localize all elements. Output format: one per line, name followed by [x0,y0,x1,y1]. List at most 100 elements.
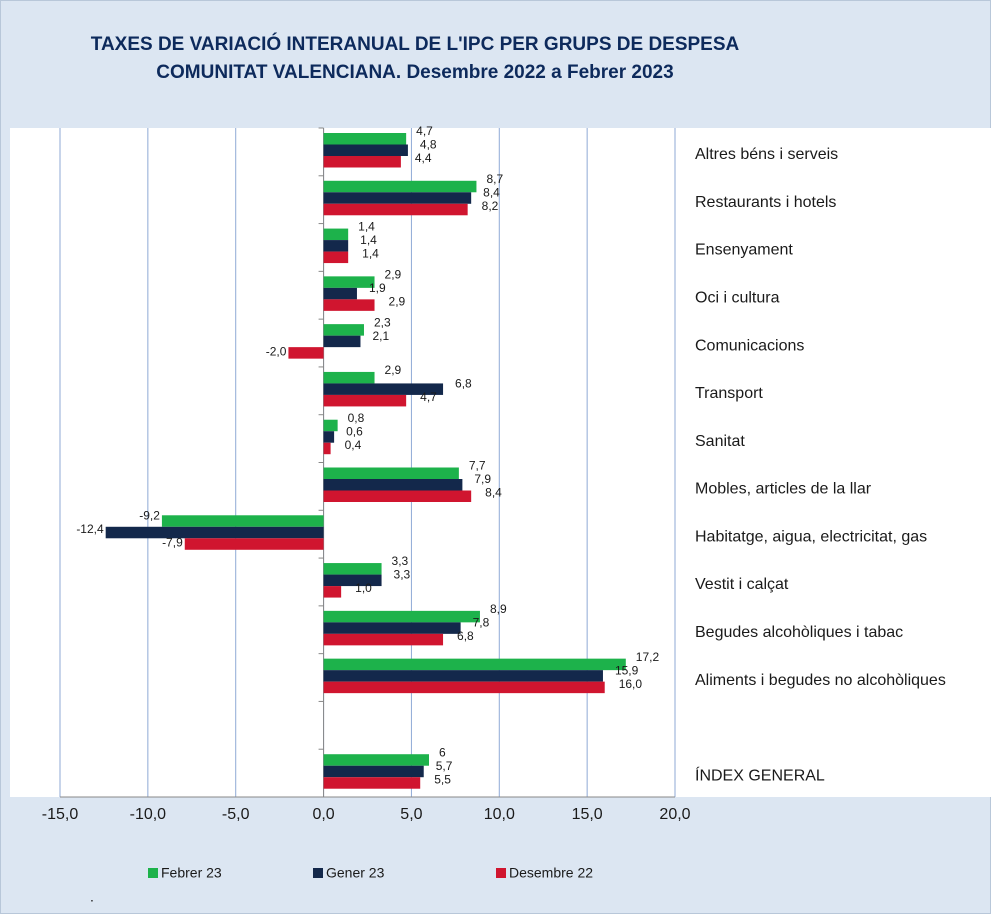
data-label: 17,2 [636,650,660,664]
bar [323,276,375,288]
legend-swatch [496,868,506,878]
data-label: 6 [439,745,446,759]
data-label: 6,8 [457,629,474,643]
bar [323,240,349,252]
data-label: 1,4 [360,233,377,247]
bar [288,347,324,359]
bar [323,633,444,646]
data-label: 4,7 [420,390,437,404]
data-label: 7,7 [469,459,486,473]
bar [323,777,421,789]
category-label: ÍNDEX GENERAL [695,765,825,784]
bar [323,658,626,671]
data-label: 16,0 [619,677,643,691]
data-label: 1,9 [369,281,386,295]
data-label: -9,2 [139,508,160,522]
x-tick-label: -5,0 [222,806,250,823]
bar [323,192,472,204]
x-tick-label: 0,0 [312,806,334,823]
bar [323,156,401,168]
data-label: 4,8 [420,138,437,152]
category-label: Transport [695,385,763,402]
data-label: 3,3 [392,554,409,568]
bar [323,203,468,216]
legend-label: Febrer 23 [161,865,222,881]
chart-subtitle: COMUNITAT VALENCIANA. Desembre 2022 a Fe… [156,62,673,83]
category-label: Comunicacions [695,337,804,354]
plot-area [10,128,991,797]
category-label: Sanitat [695,433,745,450]
bar [323,670,603,682]
bar [323,419,338,432]
data-label: 8,9 [490,602,507,616]
data-label: 2,9 [385,363,402,377]
data-label: 7,8 [473,616,490,630]
data-label: 5,5 [434,772,451,786]
bar [184,538,324,550]
bar [323,467,459,479]
category-label: Begudes alcohòliques i tabac [695,624,903,641]
data-label: 0,4 [345,438,362,452]
bar [161,515,324,527]
x-tick-label: 20,0 [659,806,690,823]
data-label: 0,6 [346,424,363,438]
data-label: 1,0 [355,581,372,595]
bar [323,394,407,407]
legend-label: Gener 23 [326,865,385,881]
data-label: 8,2 [482,199,499,213]
data-label: 5,7 [436,759,453,773]
data-label: -12,4 [76,522,104,536]
data-label: 2,3 [374,315,391,329]
data-label: 1,4 [358,220,375,234]
legend-label: Desembre 22 [509,865,593,881]
category-label: Restaurants i hotels [695,194,836,211]
bar [323,431,335,443]
x-tick-label: 5,0 [400,806,422,823]
data-label: 8,4 [483,185,500,199]
category-label: Altres béns i serveis [695,146,838,163]
data-label: 3,3 [394,568,411,582]
data-label: 4,4 [415,151,432,165]
bar [323,383,444,395]
data-label: 8,7 [486,172,503,186]
data-label: 2,1 [372,329,389,343]
bar [323,563,382,575]
category-label: Vestit i calçat [695,576,789,593]
bar [323,490,472,502]
bar [323,610,480,623]
bar [323,133,407,145]
data-label: 2,9 [385,268,402,282]
category-label: Ensenyament [695,242,793,259]
data-label: 0,8 [348,411,365,425]
bar [323,335,361,348]
data-label: 15,9 [615,663,639,677]
note: . [90,889,94,905]
data-label: 6,8 [455,377,472,391]
category-label: Aliments i begudes no alcohòliques [695,672,946,689]
x-tick-label: -10,0 [130,806,167,823]
x-tick-label: -15,0 [42,806,79,823]
data-label: -7,9 [162,535,183,549]
bar [323,180,477,193]
bar [323,681,605,694]
bar [323,299,375,311]
data-label: 1,4 [362,247,379,261]
bar [323,371,375,384]
bar [323,586,342,598]
data-label: 2,9 [389,295,406,309]
bar [323,754,429,766]
data-label: 4,7 [416,124,433,138]
bar [323,251,349,264]
legend-swatch [313,868,323,878]
bar [323,287,357,300]
bar [323,324,364,336]
chart-title: TAXES DE VARIACIÓ INTERANUAL DE L'IPC PE… [91,33,740,55]
category-label: Mobles, articles de la llar [695,481,872,498]
bar [323,622,461,634]
data-label: 8,4 [485,486,502,500]
bar [323,574,382,587]
legend-swatch [148,868,158,878]
bar [323,765,424,778]
category-label: Habitatge, aigua, electricitat, gas [695,528,927,545]
